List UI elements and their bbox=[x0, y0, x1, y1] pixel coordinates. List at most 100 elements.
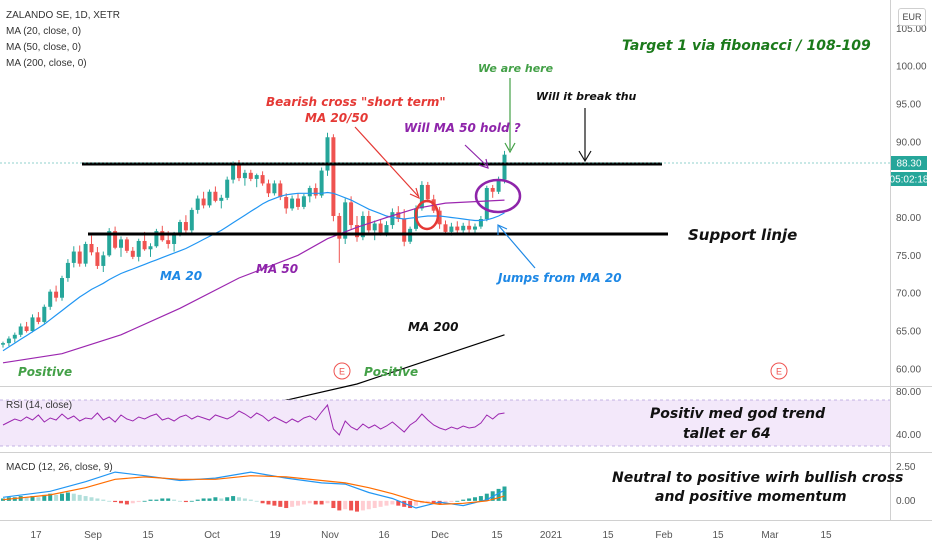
macd-histogram-bar bbox=[443, 500, 448, 504]
will-break-note: Will it break thu bbox=[536, 90, 637, 103]
macd-histogram-bar bbox=[331, 500, 336, 509]
macd-histogram-bar bbox=[254, 500, 259, 502]
macd-histogram-bar bbox=[195, 499, 200, 501]
macd-histogram-bar bbox=[142, 500, 147, 502]
macd-legend[interactable]: MACD (12, 26, close, 9) bbox=[6, 462, 113, 473]
macd-signal-line bbox=[2, 475, 505, 506]
macd-histogram-bar bbox=[390, 500, 395, 505]
macd-histogram-bar bbox=[160, 498, 165, 501]
macd-histogram-bar bbox=[237, 497, 241, 501]
candle bbox=[402, 219, 407, 242]
macd-histogram-bar bbox=[425, 500, 430, 503]
rsi-note-sub: tallet er 64 bbox=[683, 426, 771, 442]
macd-histogram-bar bbox=[36, 497, 41, 501]
macd-histogram-bar bbox=[502, 486, 507, 501]
rsi-legend[interactable]: RSI (14, close) bbox=[6, 400, 72, 411]
candle bbox=[101, 255, 106, 266]
macd-histogram-bar bbox=[154, 499, 159, 501]
macd-histogram-bar bbox=[296, 500, 300, 506]
candle bbox=[290, 198, 295, 209]
macd-histogram-bar bbox=[201, 498, 206, 501]
macd-histogram-bar bbox=[113, 500, 118, 503]
candle bbox=[107, 231, 112, 256]
earnings-marker[interactable]: E bbox=[770, 362, 788, 380]
candle bbox=[225, 179, 230, 198]
time-axis-tick: 15 bbox=[712, 530, 724, 541]
time-axis-tick: 15 bbox=[142, 530, 154, 541]
candle bbox=[331, 137, 336, 216]
macd-histogram-bar bbox=[107, 500, 112, 502]
price-axis-tick: 65.00 bbox=[896, 327, 921, 338]
candle bbox=[65, 262, 70, 279]
target-note: Target 1 via fibonacci / 108-109 bbox=[622, 38, 871, 54]
macd-histogram-bar bbox=[189, 500, 194, 502]
candle bbox=[319, 170, 324, 196]
candle bbox=[278, 183, 283, 198]
bearish-cross-note: Bearish cross "short term" bbox=[266, 95, 446, 109]
will-hold-note: Will MA 50 hold ? bbox=[404, 121, 521, 135]
macd-histogram-bar bbox=[83, 496, 88, 501]
macd-histogram-bar bbox=[60, 493, 64, 501]
macd-histogram-bar bbox=[119, 500, 123, 504]
time-axis[interactable]: 17 Sep 15 Oct 19 Nov 16 Dec 15 2021 15 Feb 15 Mar 15 bbox=[30, 530, 832, 541]
candle bbox=[71, 251, 76, 263]
price-axis[interactable]: 105.00 100.00 95.00 90.00 80.00 75.00 70.00 65.… bbox=[896, 24, 927, 376]
macd-histogram-bar bbox=[396, 500, 401, 506]
time-axis-tick: 15 bbox=[602, 530, 614, 541]
candle bbox=[313, 187, 318, 196]
macd-histogram-bar bbox=[225, 497, 230, 501]
macd-histogram-bar bbox=[372, 500, 377, 509]
candle bbox=[89, 243, 94, 253]
svg-text:E: E bbox=[339, 367, 345, 377]
candle bbox=[48, 291, 53, 307]
macd-histogram-bar bbox=[260, 500, 265, 504]
time-axis-tick: 15 bbox=[820, 530, 832, 541]
time-axis-tick: Dec bbox=[431, 530, 449, 541]
candle bbox=[189, 209, 194, 231]
macd-histogram-bar bbox=[54, 494, 59, 501]
candle bbox=[455, 226, 460, 231]
bearish-cross-arrow bbox=[354, 126, 419, 197]
candle bbox=[296, 198, 300, 207]
indicator-legend[interactable]: MA (20, close, 0) bbox=[6, 26, 81, 37]
candle bbox=[349, 202, 354, 226]
macd-histogram-bar bbox=[213, 497, 218, 501]
candle bbox=[254, 175, 259, 179]
indicator-legend[interactable]: MA (50, close, 0) bbox=[6, 42, 81, 53]
candle bbox=[301, 196, 306, 207]
ma20-line bbox=[2, 191, 505, 352]
candle bbox=[473, 226, 477, 230]
will-break-arrowhead bbox=[578, 150, 592, 163]
candle bbox=[113, 231, 118, 248]
earnings-marker[interactable]: E bbox=[333, 362, 351, 380]
macd-histogram-bar bbox=[337, 500, 342, 511]
ma200-label: MA 200 bbox=[408, 320, 458, 334]
macd-histogram-bar bbox=[95, 498, 100, 501]
time-axis-tick: Mar bbox=[761, 530, 779, 541]
currency-button[interactable]: EUR bbox=[898, 8, 926, 26]
macd-histogram-bar bbox=[378, 500, 383, 507]
macd-histogram-bar bbox=[124, 500, 129, 505]
candle bbox=[6, 338, 11, 344]
macd-histogram-bar bbox=[467, 498, 472, 501]
candle bbox=[60, 278, 64, 298]
candle bbox=[178, 222, 182, 235]
candle bbox=[461, 225, 466, 231]
candle bbox=[136, 240, 141, 257]
countdown-badge: 05:02:18 bbox=[890, 172, 929, 186]
rsi-band bbox=[0, 400, 890, 446]
macd-histogram-bar bbox=[178, 500, 182, 502]
candle bbox=[130, 250, 135, 257]
candle bbox=[337, 215, 342, 239]
candle bbox=[502, 154, 507, 180]
macd-histogram-bar bbox=[172, 499, 177, 501]
price-axis-tick: 70.00 bbox=[896, 289, 921, 300]
macd-histogram-bar bbox=[30, 496, 35, 501]
candle bbox=[160, 231, 165, 241]
candle bbox=[360, 215, 365, 238]
will-hold-circle bbox=[474, 178, 522, 214]
macd-note-sub: and positive momentum bbox=[655, 489, 847, 505]
macd-histogram-bar bbox=[449, 500, 454, 503]
indicator-legend[interactable]: MA (200, close, 0) bbox=[6, 58, 87, 69]
